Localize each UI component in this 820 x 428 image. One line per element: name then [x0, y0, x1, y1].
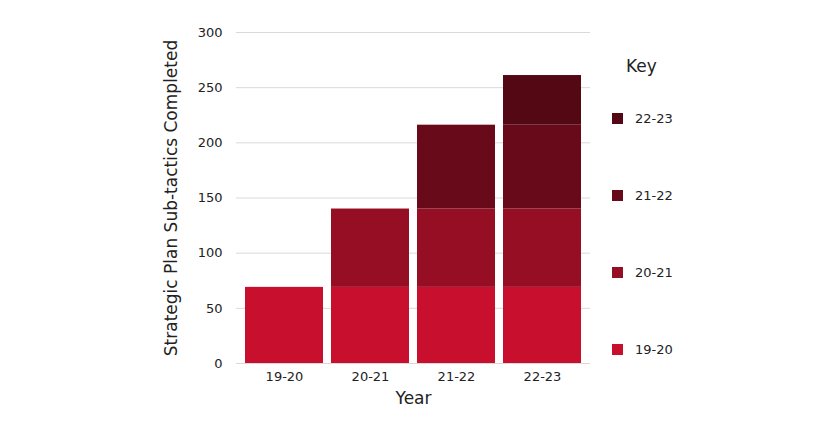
html-text:22-23: 22-23	[635, 111, 673, 126]
svg-text:Year: Year	[395, 388, 432, 408]
svg-text:21-22: 21-22	[438, 369, 476, 384]
html-text:20-21: 20-21	[635, 265, 673, 280]
svg-text:0: 0	[214, 356, 222, 371]
html-text:21-22: 21-22	[635, 188, 673, 203]
svg-text:19-20: 19-20	[266, 369, 304, 384]
html-text:Key: Key	[626, 56, 657, 76]
svg-text:20-21: 20-21	[352, 369, 390, 384]
svg-text:300: 300	[198, 25, 223, 40]
svg-text:Strategic Plan Sub-tactics Com: Strategic Plan Sub-tactics Completed	[161, 40, 181, 356]
svg-text:250: 250	[198, 80, 223, 95]
svg-text:150: 150	[198, 190, 223, 205]
svg-text:200: 200	[198, 135, 223, 150]
svg-text:100: 100	[198, 245, 223, 260]
svg-text:22-23: 22-23	[524, 369, 562, 384]
html-text:19-20: 19-20	[635, 342, 673, 357]
svg-text:50: 50	[206, 300, 223, 315]
